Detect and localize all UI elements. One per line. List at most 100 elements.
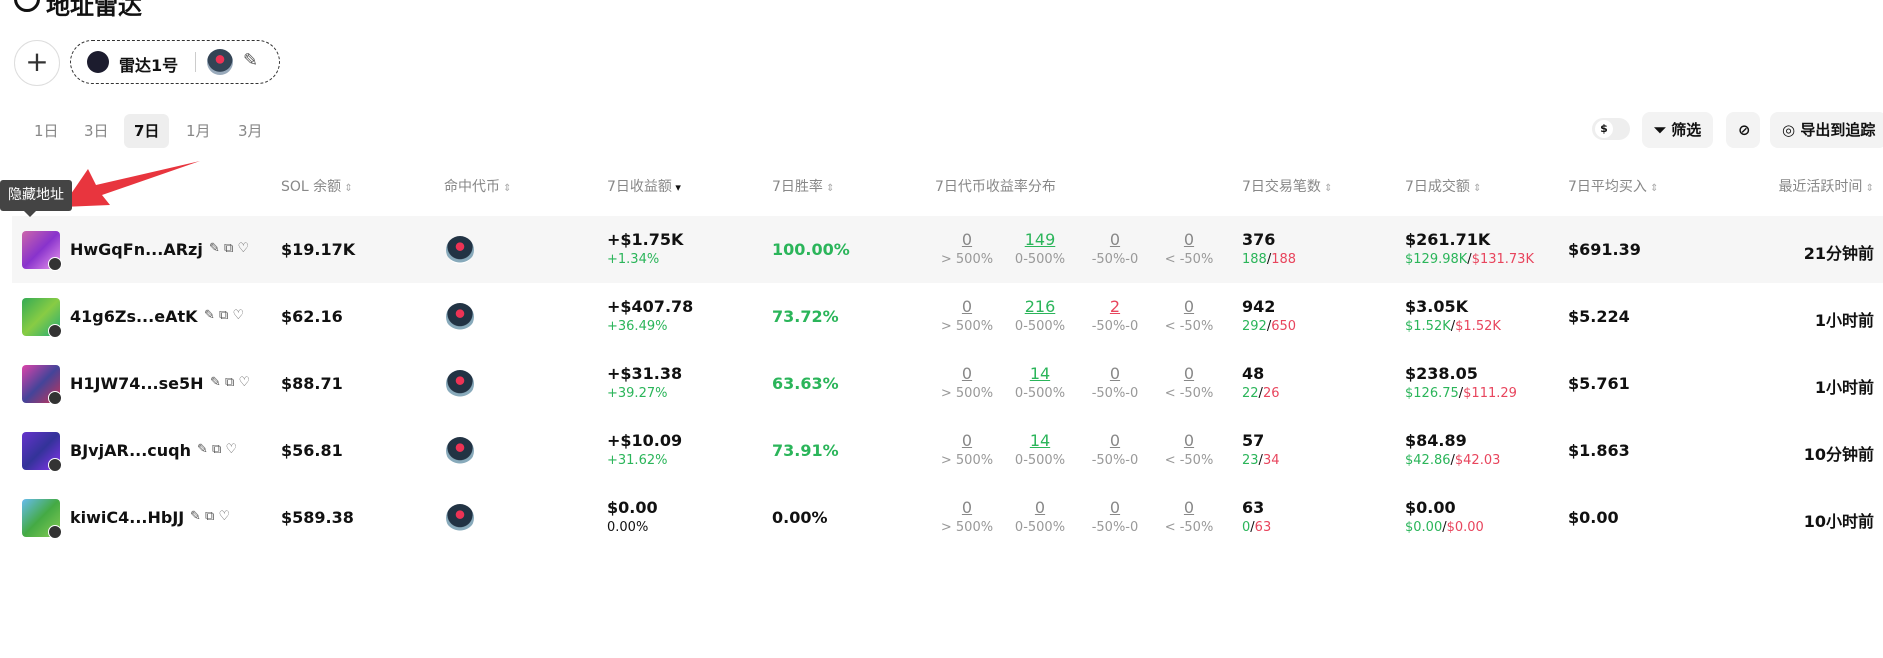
action-icons[interactable]: ✎ ⧉ ♡ bbox=[210, 375, 251, 390]
column-header[interactable]: 7日成交额 bbox=[1405, 176, 1481, 196]
distribution-count[interactable]: 2 bbox=[1109, 297, 1121, 316]
currency-toggle[interactable]: $ bbox=[1592, 118, 1630, 140]
trades: 63 bbox=[1242, 498, 1265, 517]
distribution-count[interactable]: 0 bbox=[1183, 364, 1195, 383]
filter-button[interactable]: ⏷ 筛选 bbox=[1642, 112, 1714, 148]
column-header[interactable]: 7日胜率 bbox=[772, 176, 834, 196]
tooltip: 隐藏地址 bbox=[0, 180, 72, 217]
row-highlight bbox=[12, 216, 1883, 283]
distribution-count[interactable]: 0 bbox=[1109, 230, 1121, 249]
distribution-count[interactable]: 0 bbox=[961, 498, 973, 517]
buy-volume: $1.52K bbox=[1405, 319, 1451, 334]
buy-volume: $126.75 bbox=[1405, 386, 1459, 401]
filter-icon: ⏷ bbox=[1654, 121, 1672, 139]
distribution-count[interactable]: 0 bbox=[1183, 297, 1195, 316]
distribution-label: -50%-0 bbox=[1091, 319, 1139, 334]
trades: 48 bbox=[1242, 364, 1265, 383]
distribution-count[interactable]: 149 bbox=[1024, 230, 1056, 249]
buys: 0 bbox=[1242, 520, 1251, 535]
distribution-count[interactable]: 216 bbox=[1024, 297, 1056, 316]
distribution-label: > 500% bbox=[940, 453, 994, 468]
sells: 63 bbox=[1250, 520, 1271, 535]
action-icons[interactable]: ✎ ⧉ ♡ bbox=[197, 442, 238, 457]
distribution-label: < -50% bbox=[1164, 520, 1214, 535]
address[interactable]: BJvjAR...cuqh bbox=[70, 441, 192, 460]
time-tab[interactable]: 3日 bbox=[84, 122, 109, 140]
time-tab[interactable]: 3月 bbox=[238, 122, 263, 140]
sol-balance: $88.71 bbox=[281, 374, 343, 393]
trade-split: 063 bbox=[1242, 520, 1271, 535]
time-tab[interactable]: 1日 bbox=[34, 122, 59, 140]
trade-split: 188188 bbox=[1242, 252, 1296, 267]
distribution-count[interactable]: 0 bbox=[961, 230, 973, 249]
avatar bbox=[22, 298, 62, 338]
column-header[interactable]: 7日交易笔数 bbox=[1242, 176, 1332, 196]
distribution-count[interactable]: 0 bbox=[1109, 431, 1121, 450]
distribution-label: > 500% bbox=[940, 386, 994, 401]
pnl: +$1.75K bbox=[607, 230, 684, 249]
avg-buy: $5.761 bbox=[1568, 374, 1630, 393]
sell-volume: $1.52K bbox=[1451, 319, 1501, 334]
export-icon: ◎ bbox=[1782, 121, 1801, 139]
distribution-count[interactable]: 0 bbox=[1109, 498, 1121, 517]
pnl-percent: +36.49% bbox=[607, 319, 668, 334]
action-icons[interactable]: ✎ ⧉ ♡ bbox=[190, 509, 231, 524]
sells: 26 bbox=[1259, 386, 1280, 401]
sol-balance: $19.17K bbox=[281, 240, 356, 259]
distribution-label: 0-500% bbox=[1014, 520, 1066, 535]
pointer-arrow bbox=[62, 161, 200, 207]
distribution-count[interactable]: 0 bbox=[1183, 230, 1195, 249]
distribution-label: 0-500% bbox=[1014, 319, 1066, 334]
buys: 292 bbox=[1242, 319, 1267, 334]
address[interactable]: H1JW74...se5H bbox=[70, 374, 204, 393]
group-chip[interactable]: 雷达1号 ✎ bbox=[70, 40, 280, 84]
sell-volume: $111.29 bbox=[1459, 386, 1517, 401]
sell-volume: $131.73K bbox=[1467, 252, 1534, 267]
hide-toggle-button[interactable]: ⊘ bbox=[1726, 112, 1760, 148]
distribution-count[interactable]: 0 bbox=[1183, 431, 1195, 450]
column-header[interactable]: SOL 余额 bbox=[281, 176, 353, 196]
edit-icon[interactable]: ✎ bbox=[243, 50, 259, 71]
time-tab[interactable]: 7日 bbox=[124, 114, 170, 148]
sol-balance: $56.81 bbox=[281, 441, 343, 460]
volume: $84.89 bbox=[1405, 431, 1467, 450]
distribution-count[interactable]: 14 bbox=[1029, 364, 1051, 383]
volume: $0.00 bbox=[1405, 498, 1456, 517]
pnl-percent: +31.62% bbox=[607, 453, 668, 468]
action-icons[interactable]: ✎ ⧉ ♡ bbox=[204, 308, 245, 323]
address[interactable]: HwGqFn...ARzj bbox=[70, 240, 203, 259]
distribution-count[interactable]: 0 bbox=[1034, 498, 1046, 517]
distribution-label: > 500% bbox=[940, 319, 994, 334]
distribution-count[interactable]: 0 bbox=[1109, 364, 1121, 383]
group-avatar bbox=[207, 49, 233, 75]
address[interactable]: 41g6Zs...eAtK bbox=[70, 307, 198, 326]
distribution-label: < -50% bbox=[1164, 252, 1214, 267]
column-header[interactable]: 7日收益额 bbox=[607, 176, 681, 196]
time-tab[interactable]: 1月 bbox=[186, 122, 211, 140]
distribution-label: > 500% bbox=[940, 520, 994, 535]
column-header: 7日代币收益率分布 bbox=[935, 179, 1056, 195]
action-icons[interactable]: ✎ ⧉ ♡ bbox=[209, 241, 250, 256]
filter-label: 筛选 bbox=[1671, 121, 1702, 139]
pnl: $0.00 bbox=[607, 498, 658, 517]
distribution-count[interactable]: 0 bbox=[961, 364, 973, 383]
column-header[interactable]: 最近活跃时间 bbox=[1778, 176, 1874, 196]
add-group-button[interactable]: + bbox=[14, 40, 60, 86]
distribution-count[interactable]: 14 bbox=[1029, 431, 1051, 450]
address[interactable]: kiwiC4...HbJJ bbox=[70, 508, 185, 527]
column-header[interactable]: 7日平均买入 bbox=[1568, 176, 1658, 196]
distribution-count[interactable]: 0 bbox=[961, 431, 973, 450]
last-active: 10小时前 bbox=[1803, 512, 1874, 531]
avatar bbox=[22, 365, 62, 405]
column-header[interactable]: 命中代币 bbox=[444, 176, 512, 196]
export-button[interactable]: ◎ 导出到追踪 bbox=[1770, 112, 1883, 148]
token-icon bbox=[446, 437, 474, 465]
volume: $3.05K bbox=[1405, 297, 1469, 316]
distribution-label: < -50% bbox=[1164, 453, 1214, 468]
buy-volume: $129.98K bbox=[1405, 252, 1468, 267]
distribution-count[interactable]: 0 bbox=[1183, 498, 1195, 517]
sol-balance: $589.38 bbox=[281, 508, 354, 527]
distribution-count[interactable]: 0 bbox=[961, 297, 973, 316]
buy-volume: $42.86 bbox=[1405, 453, 1451, 468]
distribution-label: 0-500% bbox=[1014, 386, 1066, 401]
